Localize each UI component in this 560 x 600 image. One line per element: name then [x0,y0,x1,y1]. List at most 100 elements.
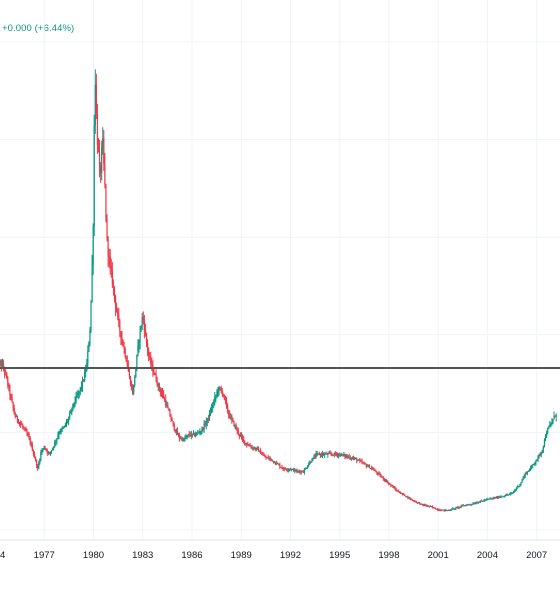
candle-body [304,468,307,470]
candle-body [79,387,81,392]
candle-body [240,435,243,437]
candle-body [341,454,343,456]
candle-body [389,483,391,485]
candle-body [539,454,541,456]
candle-body [318,453,320,455]
candle-body [519,484,521,487]
candle-body [547,428,549,434]
candle-body [400,493,403,495]
candle-body [232,419,234,422]
candle-body [110,265,112,271]
candle-body [430,506,432,508]
candle-body [209,412,212,414]
candle-body [299,471,301,473]
candle-body [513,490,516,492]
candle-body [529,468,532,471]
candle-body [65,421,68,425]
candle-body [9,387,11,396]
candle-body [162,394,165,399]
candle-body [496,496,499,498]
candle-body [500,496,502,498]
candle-body [316,453,318,455]
candle-body [397,490,399,492]
candle-body [459,506,461,508]
candle-body [532,464,534,466]
candle-body [161,393,164,395]
candle-body [18,422,21,424]
candle-body [462,505,464,507]
candle-body [375,470,377,473]
candle-body [328,453,330,455]
candle-body [508,494,510,496]
candle-body [68,417,70,421]
candle-body [351,458,354,460]
candle-body [289,469,292,471]
candle-body [156,381,158,386]
candle-body [34,457,37,461]
candle-body [423,504,425,506]
candle-body [355,458,357,460]
candle-body [374,470,376,472]
candle-body [62,427,64,429]
candle-body [456,507,458,509]
candle-body [87,351,89,364]
candle-body [471,504,473,506]
candle-body [76,395,78,397]
candle-body [251,447,253,449]
candle-body [545,433,548,438]
candle-body [265,457,267,459]
candle-body [518,486,520,488]
candle-body [217,391,219,393]
candle-body [90,300,92,330]
candle-body [167,404,169,409]
candle-body [8,385,10,388]
candle-body [297,470,299,472]
candle-body [465,505,468,507]
candle-body [17,420,20,423]
candle-body [267,457,269,459]
candle-body [148,350,150,356]
candle-body [28,435,30,439]
candle-body [247,444,249,446]
candle-body [118,314,120,321]
candle-body [515,489,517,491]
candle-body [366,466,368,468]
candle-body [180,438,182,440]
candle-body [392,485,394,488]
candle-body [362,462,364,464]
candle-body [74,401,76,404]
candle-body [268,458,270,460]
candle-body [476,502,478,504]
candle-body [324,454,326,456]
candle-body [416,502,419,504]
candle-body [368,465,371,469]
candle-body [270,458,272,460]
candle-body [353,458,356,460]
candle-body [264,455,266,458]
candle-body [470,504,472,506]
candle-body [472,503,474,505]
candle-body [339,454,341,456]
candle-body [356,458,358,461]
candle-body [517,486,519,489]
candle-body [94,84,96,126]
candle-body [237,430,239,434]
candle-body [108,255,110,258]
candle-body [1,364,4,367]
candle-body [145,333,148,343]
candle-body [321,453,324,456]
candle-body [464,505,467,507]
candle-body [143,319,145,331]
candle-body [183,438,185,441]
candle-body [197,432,199,434]
candle-body [335,454,338,456]
candle-body [171,419,173,422]
candle-body [220,389,222,392]
candle-body [201,428,203,432]
candle-body [5,372,7,374]
candle-body [329,453,331,455]
candle-body [272,461,275,463]
candle-body [44,448,46,450]
candle-body [303,469,306,473]
